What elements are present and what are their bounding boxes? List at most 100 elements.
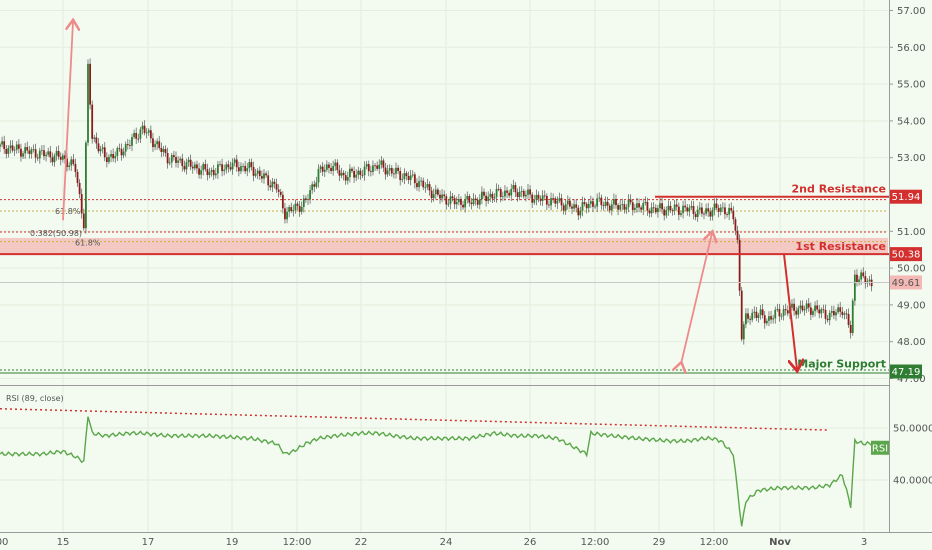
- level-price-text: 47.19: [892, 367, 921, 378]
- candle-body: [581, 202, 584, 211]
- candle-body: [311, 184, 314, 191]
- candle-body: [208, 171, 211, 176]
- candle-body: [290, 207, 293, 212]
- candle-body: [778, 309, 781, 317]
- time-tick-label: 12:00: [283, 537, 312, 548]
- time-tick-label: 22: [355, 537, 368, 548]
- candle-body: [770, 316, 772, 320]
- candle-body: [537, 194, 540, 199]
- candle-body: [164, 149, 167, 154]
- candle-body: [168, 162, 171, 164]
- candle-body: [680, 213, 682, 215]
- candle-body: [814, 305, 816, 312]
- candle-body: [837, 307, 839, 313]
- candle-body: [453, 198, 456, 205]
- candle-body: [610, 204, 613, 211]
- candle-body: [745, 313, 747, 325]
- candle-body: [388, 168, 391, 171]
- candle-body: [196, 164, 198, 169]
- candle-body: [221, 164, 223, 172]
- candle-body: [835, 312, 837, 316]
- candle-body: [705, 208, 707, 214]
- candle-body: [577, 207, 580, 216]
- candle-body: [372, 165, 374, 172]
- level-price-text: 51.94: [892, 192, 921, 203]
- candle-body: [229, 167, 232, 170]
- candle-body: [397, 167, 399, 171]
- candle-body: [579, 210, 582, 216]
- candle-body: [602, 205, 605, 206]
- level-label: Major Support: [797, 358, 886, 371]
- candle-body: [426, 184, 429, 188]
- candle-body: [571, 206, 573, 209]
- candle-body: [780, 315, 783, 317]
- candle-body: [351, 168, 353, 171]
- candle-body: [485, 195, 487, 202]
- candle-body: [202, 164, 205, 171]
- candle-body: [319, 166, 322, 169]
- rsi-tick-label: 40.0000: [893, 476, 932, 487]
- candle-body: [749, 318, 751, 320]
- rsi-axis-ticks: 50.0000 40.0000: [893, 424, 932, 487]
- candle-body: [256, 170, 259, 174]
- candle-body: [560, 198, 563, 206]
- candle-body: [717, 207, 720, 212]
- candle-body: [292, 210, 295, 212]
- candle-body: [430, 190, 433, 199]
- candle-body: [219, 164, 221, 166]
- candle-body: [68, 165, 71, 167]
- candle-body: [545, 195, 548, 205]
- candle-body: [786, 310, 789, 314]
- candle-body: [594, 206, 596, 208]
- candle-body: [623, 204, 626, 210]
- candle-body: [240, 166, 242, 172]
- candle-body: [237, 167, 240, 172]
- candle-body: [583, 202, 586, 204]
- candle-body: [822, 309, 825, 311]
- fib-label: 61.8%: [55, 207, 81, 216]
- fib-label: 61.8%: [75, 239, 101, 248]
- candle-body: [809, 307, 812, 315]
- candle-body: [826, 318, 829, 321]
- candle-body: [543, 195, 546, 197]
- candle-body: [363, 166, 366, 176]
- candle-body: [187, 159, 190, 163]
- candle-body: [833, 310, 835, 316]
- candle-body: [395, 167, 397, 174]
- candle-body: [552, 198, 555, 199]
- price-tick-label: 47.00: [897, 374, 926, 385]
- price-tick-label: 56.00: [897, 43, 926, 54]
- candle-body: [286, 211, 288, 220]
- candle-body: [330, 167, 332, 171]
- level-price-text: 50.38: [892, 250, 921, 261]
- candle-body: [353, 170, 355, 178]
- candle-body: [449, 196, 452, 204]
- candle-body: [696, 209, 699, 218]
- time-tick-label: 3: [861, 537, 867, 548]
- candle-body: [631, 202, 634, 210]
- candle-body: [78, 182, 81, 195]
- candle-body: [514, 185, 517, 193]
- level-label: 1st Resistance: [795, 240, 886, 253]
- candle-body: [99, 149, 102, 152]
- candle-body: [141, 125, 144, 130]
- rsi-badge: [871, 440, 889, 455]
- candle-body: [332, 166, 335, 171]
- candle-body: [296, 203, 299, 206]
- candle-body: [275, 183, 278, 190]
- candle-body: [569, 200, 571, 207]
- candle-body: [173, 155, 175, 158]
- candle-body: [501, 196, 504, 198]
- candle-body: [684, 205, 687, 208]
- candle-body: [445, 196, 448, 205]
- candle-body: [807, 303, 810, 308]
- candle-body: [853, 274, 856, 301]
- rsi-trendline: [0, 408, 829, 431]
- candle-body: [101, 147, 104, 150]
- candle-body: [231, 162, 234, 170]
- candle-body: [864, 276, 867, 284]
- candle-body: [625, 207, 628, 210]
- candle-body: [300, 206, 303, 212]
- candle-body: [9, 145, 12, 148]
- candle-body: [204, 164, 207, 170]
